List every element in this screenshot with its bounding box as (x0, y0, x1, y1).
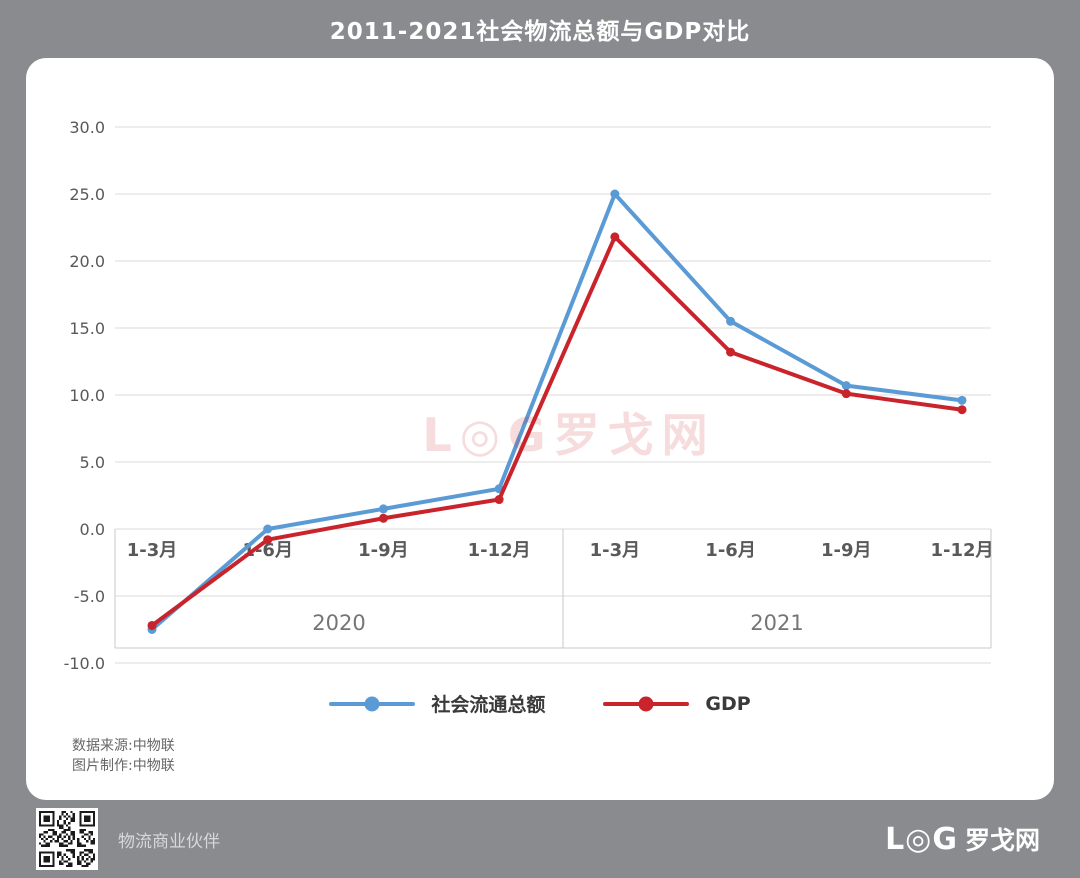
title-bar: 2011-2021社会物流总额与GDP对比 (0, 0, 1080, 58)
data-point-GDP (378, 513, 388, 523)
legend-line-icon (329, 696, 416, 711)
data-point-GDP (494, 495, 504, 505)
data-point-GDP (610, 232, 620, 242)
qr-code (36, 808, 98, 870)
data-point-GDP (841, 389, 851, 399)
data-point-GDP (147, 620, 157, 630)
partner-text: 物流商业伙伴 (118, 831, 220, 852)
legend-label: GDP (705, 692, 751, 715)
data-point-社会流通总额 (726, 316, 736, 326)
y-tick-label: 10.0 (69, 386, 105, 405)
y-tick-label: -10.0 (64, 654, 105, 673)
legend-label: 社会流通总额 (431, 694, 546, 716)
x-tick-label: 1-3月 (590, 540, 641, 561)
y-tick-label: 20.0 (69, 252, 105, 271)
x-tick-label: 1-12月 (468, 540, 531, 561)
data-point-GDP (957, 405, 967, 415)
footer-bar: 物流商业伙伴 L◎G 罗戈网 (0, 800, 1080, 878)
y-tick-label: 30.0 (69, 118, 105, 137)
page-title: 2011-2021社会物流总额与GDP对比 (329, 19, 751, 45)
data-point-社会流通总额 (610, 189, 620, 199)
legend-item-logistics: 社会流通总额 (329, 690, 545, 717)
source-line-1: 数据来源:中物联 (72, 738, 175, 754)
x-tick-label: 1-6月 (705, 540, 756, 561)
data-point-社会流通总额 (957, 395, 967, 405)
series-line-GDP (150, 234, 964, 628)
x-tick-label: 1-9月 (358, 540, 409, 561)
data-point-社会流通总额 (263, 524, 273, 534)
chart-card: 30.0 25.0 20.0 15.0 10.0 5.0 0.0 -5.0 -10.0 1-3月 1… (26, 58, 1054, 800)
x-tick-label: 1-9月 (821, 540, 872, 561)
data-point-社会流通总额 (841, 381, 851, 391)
source-line-2: 图片制作:中物联 (72, 758, 175, 775)
source-note: 数据来源:中物联 图片制作:中物联 (72, 736, 175, 777)
y-tick-label: 5.0 (80, 453, 105, 472)
logo-cn-text: 罗戈网 (964, 826, 1040, 855)
line-chart: 30.0 25.0 20.0 15.0 10.0 5.0 0.0 -5.0 -10.0 1-3月 1… (64, 118, 994, 673)
x-tick-label: 1-3月 (127, 540, 178, 561)
y-tick-label: 15.0 (69, 319, 105, 338)
year-label: 2021 (750, 611, 803, 635)
data-point-GDP (263, 535, 273, 545)
y-tick-label: 25.0 (69, 185, 105, 204)
qr-code-pattern (39, 811, 95, 867)
legend-item-gdp: GDP (603, 692, 751, 715)
legend-line-icon (603, 696, 690, 711)
x-tick-label: 1-6月 (242, 540, 293, 561)
logo-latin-icon: L◎G (885, 822, 958, 857)
legend-dot-icon (364, 696, 380, 711)
legend-dot-icon (638, 696, 654, 711)
year-label: 2020 (312, 611, 365, 635)
chart-legend: 社会流通总额 GDP (26, 690, 1054, 717)
y-tick-label: 0.0 (80, 520, 105, 539)
y-tick-label: -5.0 (74, 587, 105, 606)
x-tick-label: 1-12月 (930, 540, 993, 561)
logo: L◎G 罗戈网 (885, 821, 1040, 857)
data-point-社会流通总额 (378, 504, 388, 514)
series-line-社会流通总额 (150, 192, 964, 632)
data-point-GDP (726, 347, 736, 357)
